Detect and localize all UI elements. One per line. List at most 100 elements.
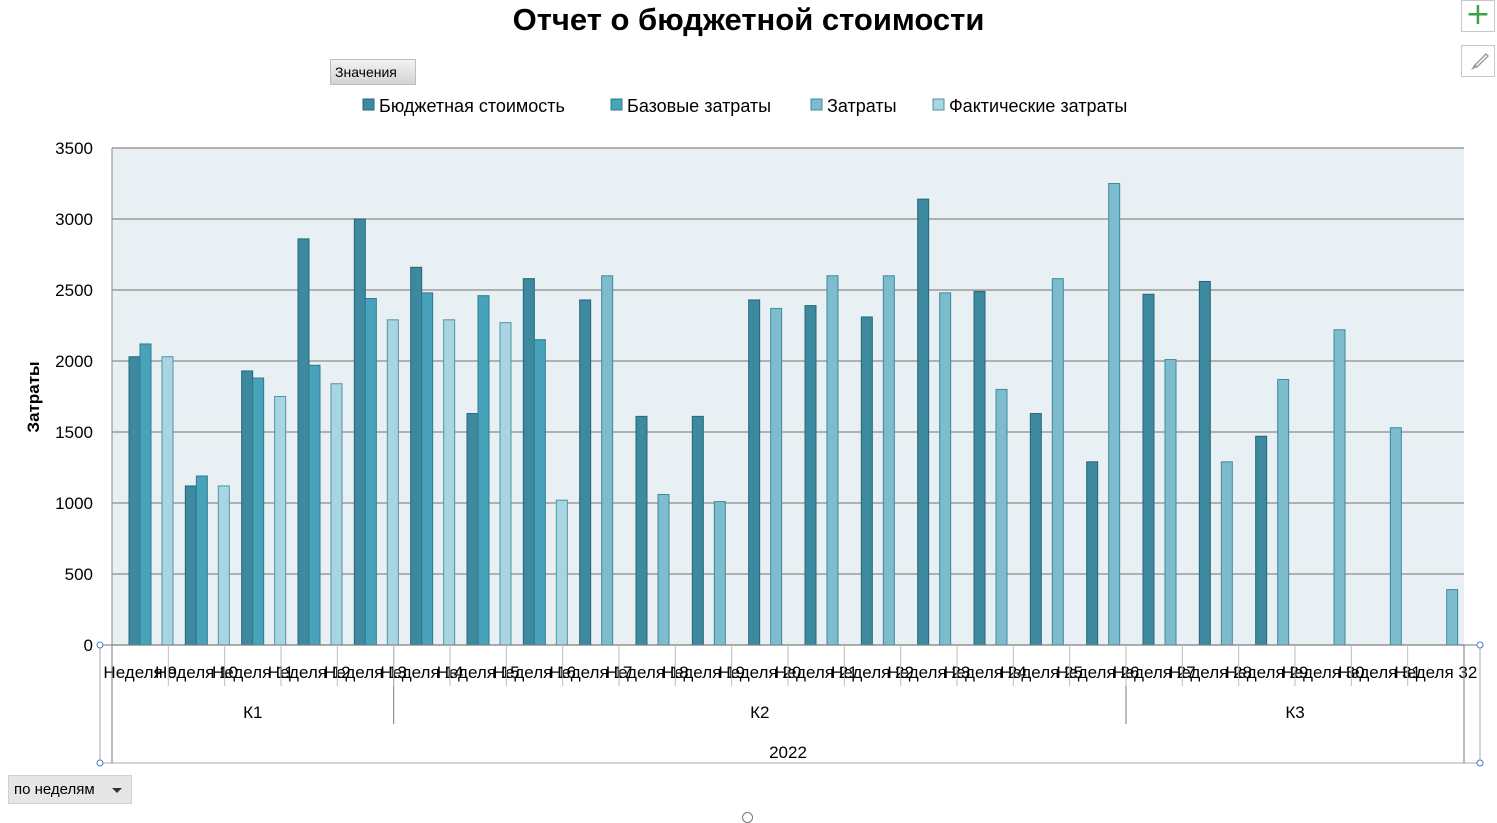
bar[interactable] <box>161 356 174 646</box>
bar[interactable] <box>1333 329 1346 646</box>
period-filter-dropdown[interactable]: по неделям <box>8 775 132 804</box>
bar[interactable] <box>297 238 310 646</box>
y-tick-label: 3000 <box>55 210 93 229</box>
bar[interactable] <box>1164 359 1177 646</box>
x-tick-label: Неделя 27 <box>1113 663 1196 682</box>
x-tick-label: Неделя 23 <box>887 663 970 682</box>
bar[interactable] <box>241 370 254 646</box>
x-tick-label: Неделя 25 <box>1000 663 1083 682</box>
y-tick-label: 0 <box>84 636 93 655</box>
bar[interactable] <box>364 298 377 646</box>
bar[interactable] <box>601 275 614 646</box>
brush-icon <box>1471 53 1489 70</box>
bar[interactable] <box>1086 461 1099 646</box>
bar[interactable] <box>308 364 321 646</box>
x-tick-label: Неделя 30 <box>1282 663 1365 682</box>
bar[interactable] <box>555 499 568 646</box>
x-tick-label: Неделя 14 <box>380 663 463 682</box>
selection-handle[interactable] <box>1476 641 1484 649</box>
bar[interactable] <box>184 485 197 646</box>
x-tick-label: Неделя 19 <box>662 663 745 682</box>
legend-label: Базовые затраты <box>627 96 771 116</box>
selection-handle[interactable] <box>1476 759 1484 767</box>
bar[interactable] <box>139 343 152 646</box>
bar[interactable] <box>1220 461 1233 646</box>
bar[interactable] <box>1029 413 1042 646</box>
bar[interactable] <box>410 266 423 646</box>
bar[interactable] <box>195 475 208 646</box>
x-tick-label: Неделя 16 <box>493 663 576 682</box>
legend-label: Бюджетная стоимость <box>379 96 565 116</box>
y-tick-label: 1500 <box>55 423 93 442</box>
bar[interactable] <box>477 295 490 646</box>
chart-title: Отчет о бюджетной стоимости <box>512 2 985 37</box>
bar[interactable] <box>1255 435 1268 646</box>
x-tick-label: Неделя 28 <box>1169 663 1252 682</box>
y-tick-label: 1000 <box>55 494 93 513</box>
bar[interactable] <box>421 292 434 646</box>
x-tick-label: Неделя 22 <box>831 663 914 682</box>
selection-handle[interactable] <box>96 759 104 767</box>
y-tick-label: 500 <box>65 565 93 584</box>
bar[interactable] <box>1142 293 1155 646</box>
period-filter-value: по неделям <box>14 781 95 798</box>
selection-handle[interactable] <box>96 641 104 649</box>
bar[interactable] <box>386 319 399 646</box>
quarter-label: К1 <box>243 703 262 722</box>
x-tick-label: Неделя 12 <box>268 663 351 682</box>
legend-swatch <box>810 98 823 111</box>
bar[interactable] <box>252 377 265 646</box>
bar[interactable] <box>1446 589 1459 646</box>
bar[interactable] <box>1051 278 1064 646</box>
x-tick-label: Неделя 13 <box>324 663 407 682</box>
bar[interactable] <box>882 275 895 646</box>
x-tick-label: Неделя 20 <box>718 663 801 682</box>
bar[interactable] <box>1277 378 1290 646</box>
bar[interactable] <box>826 275 839 646</box>
bar[interactable] <box>579 299 592 646</box>
bar[interactable] <box>128 356 141 646</box>
bar[interactable] <box>466 413 479 646</box>
bar[interactable] <box>657 493 670 646</box>
values-field-button[interactable]: Значения <box>330 59 416 85</box>
bar[interactable] <box>635 415 648 646</box>
bar[interactable] <box>713 501 726 646</box>
bar[interactable] <box>522 278 535 646</box>
bar[interactable] <box>274 396 287 646</box>
add-chart-element-button[interactable]: + <box>1461 0 1495 32</box>
bar[interactable] <box>1108 183 1121 646</box>
year-label: 2022 <box>769 743 807 762</box>
chart-style-button[interactable] <box>1461 45 1495 77</box>
bar[interactable] <box>770 307 783 646</box>
x-tick-label: Неделя 24 <box>944 663 1027 682</box>
x-tick-label: Неделя 17 <box>549 663 632 682</box>
bar[interactable] <box>691 415 704 646</box>
y-tick-label: 2500 <box>55 281 93 300</box>
bar[interactable] <box>330 383 343 646</box>
bar[interactable] <box>533 339 546 646</box>
legend-swatch <box>932 98 945 111</box>
bar[interactable] <box>443 319 456 646</box>
bar[interactable] <box>353 218 366 646</box>
bar[interactable] <box>939 292 952 646</box>
bar[interactable] <box>1389 427 1402 646</box>
bar[interactable] <box>499 322 512 646</box>
bar[interactable] <box>973 290 986 646</box>
x-tick-label: Неделя 9 <box>103 663 176 682</box>
bar[interactable] <box>748 299 761 646</box>
bar[interactable] <box>860 316 873 646</box>
x-tick-label: Неделя 18 <box>606 663 689 682</box>
plus-icon: + <box>1465 0 1491 32</box>
bar[interactable] <box>217 485 230 646</box>
x-tick-label: Неделя 11 <box>212 663 294 682</box>
bar[interactable] <box>917 198 930 646</box>
bar[interactable] <box>995 388 1008 646</box>
quarter-label: К3 <box>1285 703 1304 722</box>
x-tick-label: Неделя 31 <box>1338 663 1421 682</box>
bar[interactable] <box>1198 280 1211 646</box>
x-tick-label: Неделя 32 <box>1394 663 1477 682</box>
bar[interactable] <box>804 305 817 646</box>
legend-label: Затраты <box>827 96 897 116</box>
y-tick-label: 2000 <box>55 352 93 371</box>
